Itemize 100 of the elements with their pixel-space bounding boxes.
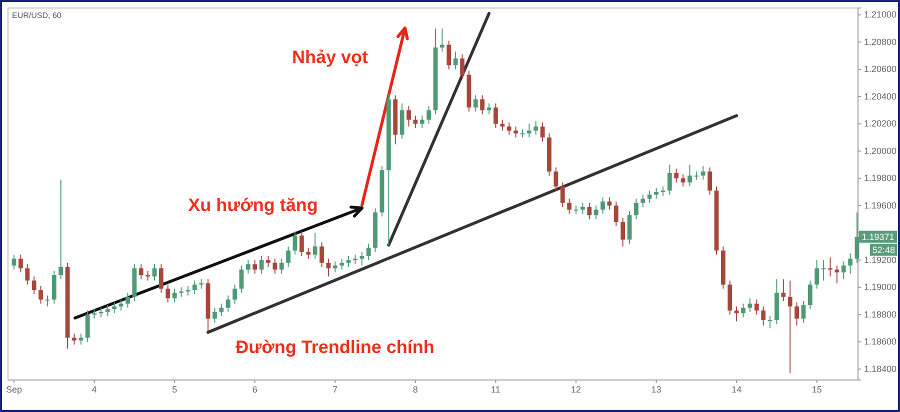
candlestick: [426, 106, 432, 124]
candlestick: [534, 120, 538, 136]
candlestick: [212, 307, 217, 324]
candlestick: [781, 278, 786, 302]
candlestick: [660, 186, 666, 197]
y-tick-label: 1.20200: [864, 118, 897, 129]
candlestick: [614, 200, 618, 227]
candlestick: [514, 126, 518, 138]
candlestick: [259, 256, 264, 274]
candlestick: [580, 202, 585, 214]
candlestick: [688, 164, 692, 188]
candlestick: [85, 310, 90, 342]
candlestick: [312, 232, 318, 260]
x-tick-label: 13: [651, 384, 662, 394]
candlestick: [654, 187, 658, 200]
candlestick: [186, 285, 190, 296]
candlestick: [647, 190, 652, 204]
candlestick: [560, 182, 565, 208]
candlestick: [78, 333, 84, 346]
candlestick: [594, 205, 598, 220]
y-tick-label: 1.19600: [864, 200, 897, 210]
candlestick: [299, 230, 304, 256]
candlestick: [440, 28, 444, 52]
candlestick: [366, 243, 371, 261]
candlestick: [413, 115, 418, 128]
y-tick-label: 1.20800: [864, 36, 897, 47]
candlestick: [286, 246, 291, 268]
candlestick: [239, 265, 244, 294]
candlestick: [353, 254, 358, 265]
y-tick-label: 1.20600: [864, 64, 897, 74]
chart-title: EUR/USD, 60: [12, 11, 62, 20]
candlestick: [112, 302, 117, 314]
candlestick: [332, 260, 338, 273]
candlestick: [158, 264, 164, 294]
candlestick: [446, 40, 452, 70]
candlestick: [38, 285, 43, 304]
annotation: Xu hướng tăng: [188, 195, 318, 215]
candlestick: [480, 94, 485, 115]
candlestick: [587, 202, 592, 220]
x-tick-label: Sep: [6, 384, 22, 394]
candlestick: [346, 256, 351, 268]
x-tick-label: 15: [812, 384, 822, 394]
candlestick: [246, 260, 250, 274]
candlestick: [667, 164, 672, 196]
candlestick: [406, 106, 411, 128]
y-tick-label: 1.20000: [864, 146, 897, 156]
candlestick: [834, 265, 840, 284]
candlestick: [292, 230, 298, 256]
candlestick: [567, 198, 572, 214]
y-tick-label: 1.18800: [864, 309, 897, 320]
candlestick: [92, 308, 96, 320]
y-tick-label: 1.19000: [864, 282, 897, 292]
candlestick: [808, 280, 812, 310]
candlestick: [734, 306, 739, 322]
candlestick: [841, 260, 846, 280]
x-tick-label: 7: [332, 384, 338, 394]
candlestick: [700, 166, 706, 180]
candlestick: [634, 198, 638, 220]
x-tick-label: 4: [92, 384, 97, 394]
candlestick: [453, 51, 458, 70]
candlestick: [320, 242, 324, 268]
candlestick: [473, 94, 478, 112]
annotation: Đường Trendline chính: [236, 337, 434, 357]
text: 52:48: [872, 244, 895, 255]
y-tick-label: 1.19200: [864, 254, 897, 265]
candlestick: [494, 102, 498, 128]
candlestick: [788, 280, 792, 374]
candlestick: [460, 54, 464, 80]
y-tick-label: 1.18400: [864, 364, 897, 374]
candlestick: [179, 286, 184, 298]
x-tick-label: 11: [491, 384, 500, 394]
candlestick: [620, 217, 626, 247]
candlestick: [118, 299, 124, 312]
candlestick: [252, 260, 258, 274]
candlestick: [814, 260, 820, 290]
annotation: 1.19371: [862, 232, 894, 242]
candlestick: [794, 302, 799, 326]
annotation: Nhảy vọt: [292, 47, 368, 67]
candlestick: [18, 254, 23, 273]
candlestick: [146, 270, 150, 282]
candlestick: [708, 166, 712, 196]
candlestick: [748, 298, 752, 312]
candlestick: [72, 333, 76, 346]
candlestick: [801, 300, 806, 324]
candlestick: [126, 292, 130, 308]
candlestick: [326, 258, 331, 277]
candlestick: [540, 122, 545, 142]
candlestick: [848, 252, 853, 274]
candlestick: [674, 168, 679, 183]
y-tick-label: 1.20400: [864, 91, 897, 102]
candlestick: [58, 179, 64, 280]
candlestick: [506, 122, 512, 136]
candlestick: [741, 303, 746, 318]
candlestick: [272, 258, 278, 274]
candlestick: [306, 247, 311, 260]
candlestick: [640, 194, 646, 208]
candlestick: [138, 264, 144, 280]
y-tick-label: 1.19800: [864, 173, 897, 184]
x-tick-label: 12: [570, 384, 582, 394]
candlestick: [172, 288, 177, 303]
